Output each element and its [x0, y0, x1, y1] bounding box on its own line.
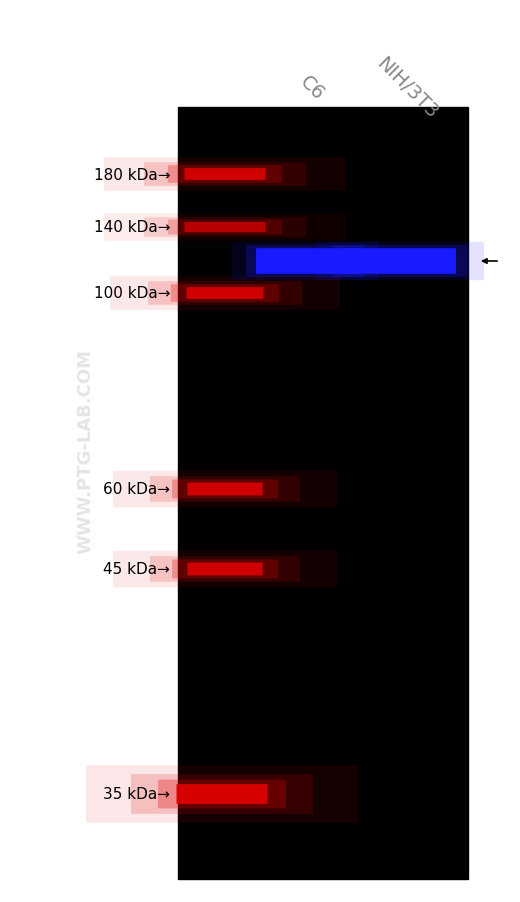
FancyBboxPatch shape [131, 774, 313, 814]
FancyBboxPatch shape [176, 784, 267, 804]
FancyBboxPatch shape [150, 557, 300, 582]
FancyBboxPatch shape [148, 282, 302, 306]
Text: 100 kDa→: 100 kDa→ [94, 286, 170, 301]
FancyBboxPatch shape [246, 246, 364, 278]
FancyBboxPatch shape [316, 243, 484, 281]
FancyBboxPatch shape [113, 471, 337, 508]
FancyBboxPatch shape [231, 243, 379, 281]
FancyBboxPatch shape [171, 285, 279, 302]
Text: 60 kDa→: 60 kDa→ [103, 482, 170, 497]
FancyBboxPatch shape [104, 214, 346, 242]
FancyBboxPatch shape [185, 223, 266, 233]
FancyBboxPatch shape [344, 249, 456, 274]
FancyBboxPatch shape [188, 483, 263, 496]
FancyBboxPatch shape [110, 277, 340, 310]
FancyBboxPatch shape [332, 246, 467, 278]
FancyBboxPatch shape [144, 163, 306, 187]
FancyBboxPatch shape [168, 166, 282, 184]
Text: WWW.PTG-LAB.COM: WWW.PTG-LAB.COM [76, 348, 94, 554]
FancyBboxPatch shape [86, 765, 358, 823]
FancyBboxPatch shape [104, 158, 346, 191]
FancyBboxPatch shape [188, 563, 263, 575]
Bar [178, 108, 468, 879]
Text: NIH/3T3: NIH/3T3 [372, 54, 441, 123]
Text: 140 kDa→: 140 kDa→ [94, 220, 170, 235]
FancyBboxPatch shape [144, 218, 306, 237]
FancyBboxPatch shape [158, 779, 286, 808]
FancyBboxPatch shape [168, 220, 282, 235]
FancyBboxPatch shape [172, 480, 278, 499]
Text: C6: C6 [296, 72, 328, 104]
FancyBboxPatch shape [172, 560, 278, 579]
FancyBboxPatch shape [187, 288, 264, 299]
Text: 45 kDa→: 45 kDa→ [103, 562, 170, 577]
Text: 180 kDa→: 180 kDa→ [94, 167, 170, 182]
FancyBboxPatch shape [113, 551, 337, 588]
Text: 35 kDa→: 35 kDa→ [103, 787, 170, 802]
FancyBboxPatch shape [150, 476, 300, 502]
FancyBboxPatch shape [185, 169, 266, 180]
FancyBboxPatch shape [256, 249, 354, 274]
